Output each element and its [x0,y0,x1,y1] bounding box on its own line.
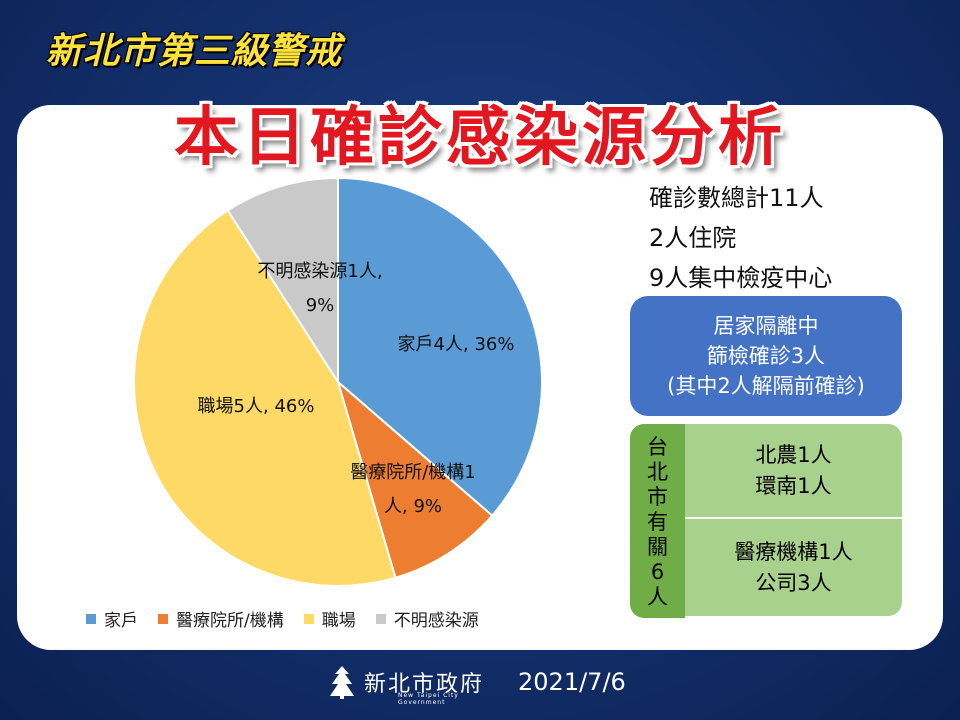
legend-label: 不明感染源 [393,611,479,631]
main-title: 本日確診感染源分析 [174,101,786,175]
group1-line2: 環南1人 [755,473,832,498]
new-taipei-city-logo-icon [330,666,354,699]
pie-data-label: 人, 9% [384,496,442,517]
footer: 新北市政府 New Taipei City Government 2021/7/… [326,664,626,706]
legend-item-medical: 醫療院所/機構 [158,606,284,631]
taipei-related-label: 台 北 市 有 關 6 人 [630,424,685,618]
legend-label: 家戶 [104,611,138,631]
home-isolation-line3: (其中2人解隔前確診) [667,374,865,398]
taipei-label-char: 人 [647,584,668,609]
pie-data-label: 醫療院所/機構1 [350,462,476,483]
legend-item-household: 家戶 [86,606,138,631]
legend-label: 職場 [321,611,356,631]
total-cases: 確診數總計11人 [649,184,824,212]
taipei-label-char: 6 [650,559,665,584]
taipei-label-char: 關 [647,534,668,559]
org-name-english: New Taipei City Government [398,692,459,706]
pie-data-label: 不明感染源1人, [257,261,382,282]
taipei-label-char: 台 [647,434,668,459]
pie-data-label: 職場5人, 46% [198,396,315,417]
pie-slice-unknown [226,176,339,386]
report-date: 2021/7/6 [518,668,626,696]
hospitalized-count: 2人住院 [649,224,737,252]
quarantine-count: 9人集中檢疫中心 [649,264,833,292]
pie-data-label: 家戶4人, 36% [398,334,515,355]
taipei-label-char: 北 [647,459,668,484]
taipei-group-medical-company: 醫療機構1人 公司3人 [685,519,902,616]
legend-item-workplace: 職場 [303,606,356,631]
case-summary: 確診數總計11人 2人住院 9人集中檢疫中心 [649,178,832,298]
legend-label: 醫療院所/機構 [176,611,284,631]
pie-slice-household [337,176,543,518]
series-title: 新北市第三級警戒 [46,31,343,72]
home-isolation-line2: 篩檢確診3人 [706,344,826,368]
home-isolation-box: 居家隔離中 篩檢確診3人 (其中2人解隔前確診) [630,296,902,416]
group2-line1: 醫療機構1人 [734,539,853,564]
pie-slice-medical [336,379,494,579]
pie-data-label: 9% [306,295,335,316]
legend-swatch [158,613,168,624]
group1-line1: 北農1人 [755,442,832,467]
home-isolation-line1: 居家隔離中 [713,314,819,338]
legend-swatch [86,613,96,624]
legend-swatch [303,613,314,624]
legend-item-unknown: 不明感染源 [375,606,479,631]
legend-swatch [375,613,386,624]
taipei-group-market: 北農1人 環南1人 [685,424,902,517]
taipei-label-char: 有 [647,509,668,534]
pie-slice-workplace [133,209,397,587]
group2-line2: 公司3人 [755,570,832,595]
org-name: 新北市政府 [364,672,485,697]
taipei-label-char: 市 [647,484,668,509]
chart-legend: 家戶 醫療院所/機構 職場 不明感染源 [86,606,479,631]
